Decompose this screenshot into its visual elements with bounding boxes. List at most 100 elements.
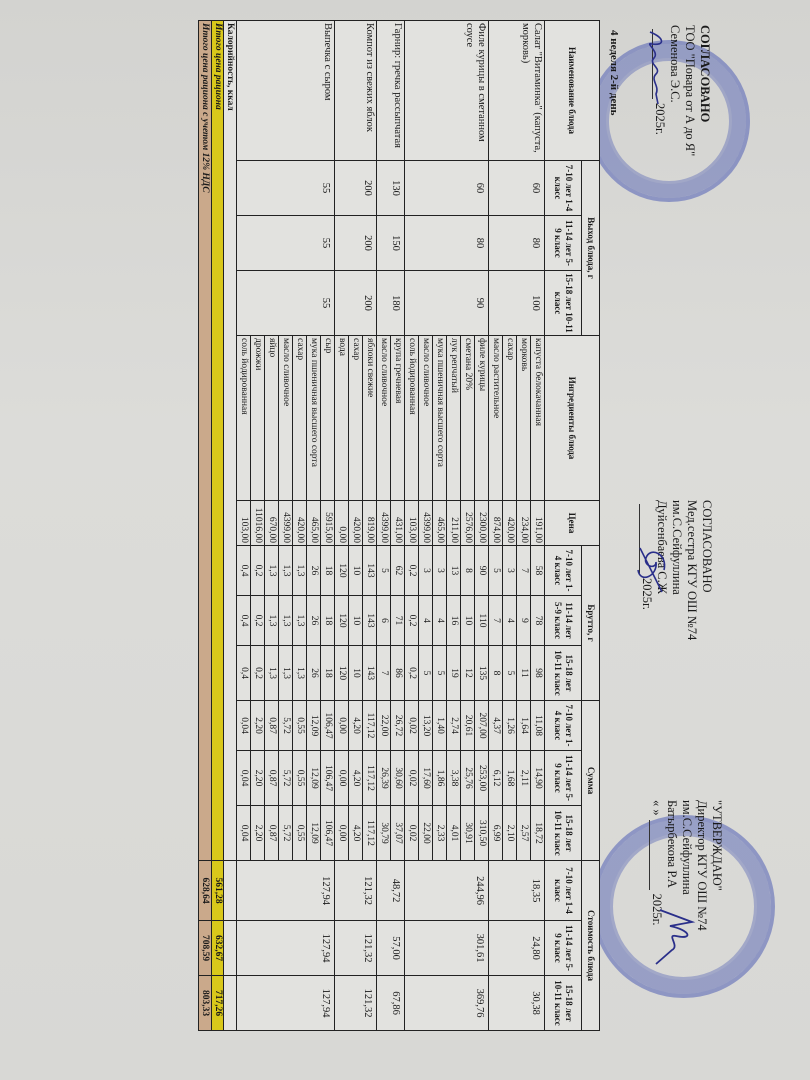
ingredient-brutto: 4 bbox=[502, 595, 517, 646]
ingredient-sum: 22,00 bbox=[418, 805, 433, 861]
header-age-group: 11-14 лет 5-9 класс bbox=[544, 750, 582, 806]
ingredient-name: сыр bbox=[320, 335, 335, 501]
dish-yield: 55 bbox=[236, 270, 335, 336]
ingredient-price: 4399,00 bbox=[278, 500, 293, 546]
approval-person: Семенова Э.С. bbox=[668, 25, 682, 103]
ingredient-sum: 1,68 bbox=[502, 750, 517, 806]
ingredient-brutto: 90 bbox=[474, 545, 489, 596]
ingredient-sum: 0,87 bbox=[264, 750, 279, 806]
ingredient-brutto: 143 bbox=[362, 595, 377, 646]
ingredient-brutto: 1,3 bbox=[264, 595, 279, 646]
ingredient-sum: 1,64 bbox=[516, 700, 531, 751]
ingredient-brutto: 4 bbox=[432, 595, 447, 646]
dish-cost: 301,61 bbox=[404, 920, 489, 976]
header-age-group: 7-10 лет 1-4 класс bbox=[544, 545, 582, 596]
ingredient-price: 191,00 bbox=[530, 500, 545, 546]
ingredient-sum: 14,90 bbox=[530, 750, 545, 806]
ingredient-name: дрожжи bbox=[250, 335, 265, 501]
header-cost: Стоимость блюда bbox=[581, 860, 600, 1031]
ingredient-price: 211,00 bbox=[446, 500, 461, 546]
total-value: 561,28 bbox=[211, 860, 224, 921]
total-vat-value: 708,59 bbox=[198, 920, 212, 976]
ingredient-brutto: 18 bbox=[320, 595, 335, 646]
ingredient-sum: 5,72 bbox=[278, 805, 293, 861]
ingredient-sum: 30,60 bbox=[390, 750, 405, 806]
approval-year: 2025г. bbox=[653, 103, 667, 135]
ingredient-price: 11016,00 bbox=[250, 500, 265, 546]
ingredient-price: 103,00 bbox=[404, 500, 419, 546]
total-vat-row: Итого цена рациона с учетом 12% НДС 628,6… bbox=[198, 20, 212, 1031]
ingredient-brutto: 143 bbox=[362, 545, 377, 596]
ingredient-name: сахар bbox=[502, 335, 517, 501]
ingredient-sum: 6,12 bbox=[488, 750, 503, 806]
ingredient-sum: 26,72 bbox=[390, 700, 405, 751]
ingredient-brutto: 8 bbox=[460, 545, 475, 596]
ingredient-brutto: 1,3 bbox=[264, 545, 279, 596]
dish-cost: 121,32 bbox=[334, 975, 377, 1031]
ingredient-brutto: 0,4 bbox=[236, 545, 251, 596]
dish-name: Гарнир: гречка рассыпчатая bbox=[376, 20, 405, 161]
header-brutto: Брутто, г bbox=[581, 545, 600, 701]
ingredient-sum: 0,04 bbox=[236, 750, 251, 806]
dish-cost: 67,86 bbox=[376, 975, 405, 1031]
ingredient-brutto: 135 bbox=[474, 645, 489, 701]
header-sum: Сумма bbox=[581, 700, 600, 861]
ingredient-sum: 106,47 bbox=[320, 805, 335, 861]
dish-cost: 24,80 bbox=[488, 920, 545, 976]
ingredient-sum: 106,47 bbox=[320, 700, 335, 751]
ingredient-brutto: 110 bbox=[474, 595, 489, 646]
ingredient-name: сахар bbox=[292, 335, 307, 501]
ingredient-price: 420,00 bbox=[502, 500, 517, 546]
header-age-group: 7-10 лет 1-4 класс bbox=[544, 700, 582, 751]
ingredient-price: 874,00 bbox=[488, 500, 503, 546]
ingredient-brutto: 7 bbox=[516, 545, 531, 596]
ingredient-sum: 4,20 bbox=[348, 750, 363, 806]
ingredient-name: яблоки свежие bbox=[362, 335, 377, 501]
ingredient-brutto: 120 bbox=[334, 545, 349, 596]
ingredient-name: масло растительное bbox=[488, 335, 503, 501]
ingredient-sum: 2,74 bbox=[446, 700, 461, 751]
ingredient-brutto: 0,2 bbox=[250, 595, 265, 646]
header-age-group: 15-18 лет 10-11 класс bbox=[544, 645, 582, 701]
ingredient-brutto: 78 bbox=[530, 595, 545, 646]
ingredient-brutto: 5 bbox=[432, 645, 447, 701]
ingredient-sum: 0,55 bbox=[292, 805, 307, 861]
ingredient-name: лук репчатый bbox=[446, 335, 461, 501]
approval-year: 2025г. bbox=[640, 578, 654, 610]
dish-yield: 55 bbox=[236, 160, 335, 216]
ingredient-brutto: 0,2 bbox=[250, 545, 265, 596]
ingredient-brutto: 5 bbox=[488, 545, 503, 596]
ingredient-brutto: 7 bbox=[488, 595, 503, 646]
ingredient-sum: 0,55 bbox=[292, 700, 307, 751]
ingredient-brutto: 3 bbox=[432, 545, 447, 596]
approval-title: СОГЛАСОВАНО bbox=[698, 25, 712, 123]
ingredient-brutto: 0,4 bbox=[236, 645, 251, 701]
ingredient-sum: 0,00 bbox=[334, 750, 349, 806]
dish-cost: 127,94 bbox=[236, 920, 335, 976]
ingredient-sum: 1,26 bbox=[502, 700, 517, 751]
approval-year: 2025г. bbox=[650, 893, 664, 926]
ingredient-sum: 0,04 bbox=[236, 700, 251, 751]
ingredient-brutto: 10 bbox=[348, 645, 363, 701]
ingredient-sum: 0,87 bbox=[264, 805, 279, 861]
signature-line bbox=[652, 29, 653, 99]
ingredient-sum: 18,72 bbox=[530, 805, 545, 861]
dish-yield: 200 bbox=[334, 215, 377, 271]
approval-school: им.С.Сейфуллина bbox=[670, 500, 684, 595]
ingredient-price: 234,00 bbox=[516, 500, 531, 546]
ingredient-sum: 4,20 bbox=[348, 805, 363, 861]
ingredient-sum: 2,20 bbox=[250, 700, 265, 751]
ingredient-sum: 2,10 bbox=[502, 805, 517, 861]
calories-value bbox=[223, 860, 237, 921]
approval-position: Директор КГУ ОШ №74 bbox=[695, 800, 709, 931]
ingredient-brutto: 6 bbox=[376, 595, 391, 646]
ingredient-name: мука пшеничная высшего сорта bbox=[432, 335, 447, 501]
ingredient-sum: 22,00 bbox=[376, 700, 391, 751]
dish-yield: 200 bbox=[334, 160, 377, 216]
ingredient-brutto: 19 bbox=[446, 645, 461, 701]
approval-person: Дуйсенбаева С.Ж bbox=[655, 500, 669, 594]
ingredient-price: 5915,00 bbox=[320, 500, 335, 546]
dish-cost: 369,76 bbox=[404, 975, 489, 1031]
ingredient-brutto: 71 bbox=[390, 595, 405, 646]
ingredient-brutto: 0,2 bbox=[404, 595, 419, 646]
